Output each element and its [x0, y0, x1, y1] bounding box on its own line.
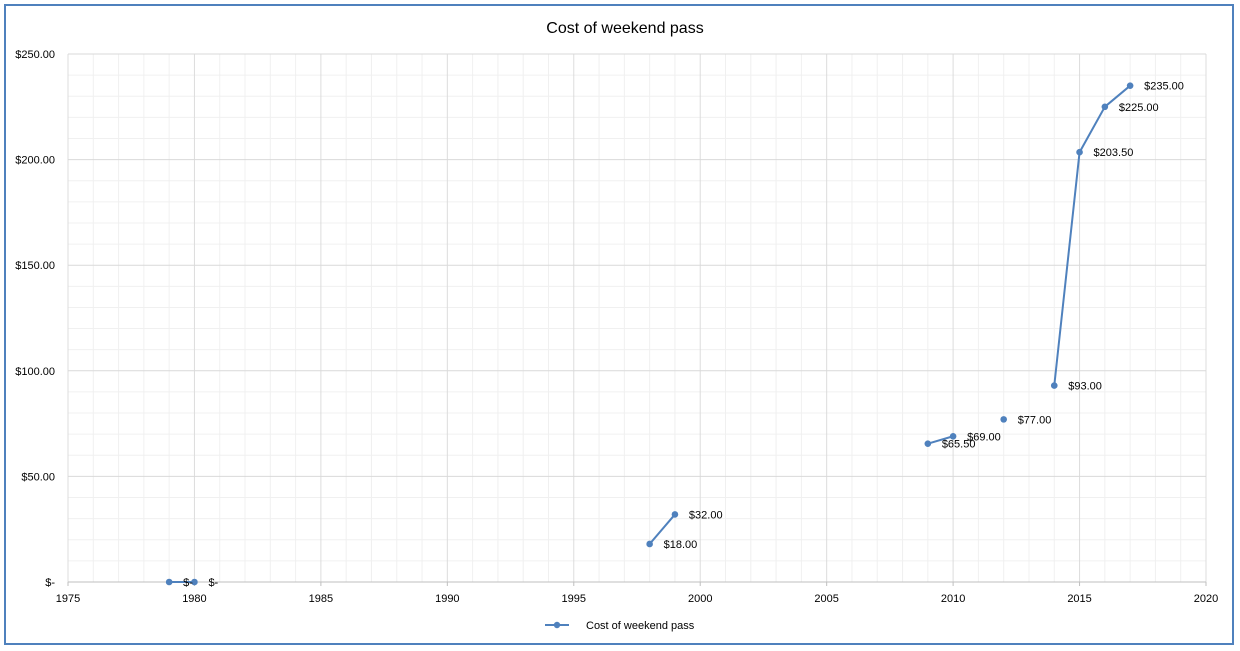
x-tick-label: 1995 — [562, 593, 586, 605]
x-tick-label: 2005 — [814, 593, 838, 605]
series-line — [927, 435, 954, 445]
legend-label: Cost of weekend pass — [586, 620, 695, 632]
data-point — [646, 540, 653, 548]
data-point — [1076, 148, 1083, 156]
y-tick-label: $250.00 — [15, 49, 55, 61]
data-label: $- — [183, 577, 193, 589]
x-tick-label: 1990 — [435, 593, 459, 605]
legend-marker — [553, 621, 561, 629]
y-tick-label: $50.00 — [21, 471, 55, 483]
x-tick-label: 2010 — [941, 593, 965, 605]
grid-layer — [67, 53, 1207, 583]
legend: Cost of weekend pass — [545, 620, 695, 632]
x-tick-label: 2000 — [688, 593, 712, 605]
y-tick-label: $150.00 — [15, 260, 55, 272]
y-tick-label: $200.00 — [15, 155, 55, 167]
data-point — [924, 440, 932, 447]
y-tick-label: $100.00 — [15, 366, 55, 378]
data-point — [1101, 103, 1109, 111]
data-label: $18.00 — [664, 539, 698, 551]
data-label: $235.00 — [1144, 81, 1184, 93]
data-point — [191, 578, 198, 586]
x-tick-label: 1980 — [182, 593, 206, 605]
data-point — [1126, 82, 1134, 89]
series-layer — [165, 82, 1134, 586]
data-point — [1050, 382, 1058, 389]
data-label: $77.00 — [1018, 414, 1052, 426]
series-line — [648, 513, 676, 545]
data-point — [1000, 416, 1007, 423]
data-label: $203.50 — [1094, 147, 1134, 159]
data-label: $- — [208, 577, 218, 589]
data-label: $65.50 — [942, 439, 976, 451]
x-tick-label: 2020 — [1194, 593, 1218, 605]
chart-title: Cost of weekend pass — [546, 20, 703, 37]
x-tick-label: 1985 — [309, 593, 333, 605]
series-line — [1053, 84, 1131, 386]
data-label-layer: $- $- $18.00 $32.00 $65.50$69.00 $77.00 $93.00… — [183, 81, 1184, 589]
data-point — [949, 432, 957, 440]
data-point — [671, 511, 679, 518]
data-point — [165, 578, 173, 586]
data-label: $32.00 — [689, 509, 723, 521]
data-label: $69.00 — [967, 431, 1001, 443]
data-label: $93.00 — [1068, 381, 1102, 393]
data-label: $225.00 — [1119, 102, 1159, 114]
x-tick-label: 1975 — [56, 593, 80, 605]
y-tick-label: $- — [45, 577, 55, 589]
x-tick-label: 2015 — [1067, 593, 1091, 605]
axis-layer: 1975 1980 1985 1990 1995 2000 2005 2010 2015 2020… — [15, 49, 1218, 605]
